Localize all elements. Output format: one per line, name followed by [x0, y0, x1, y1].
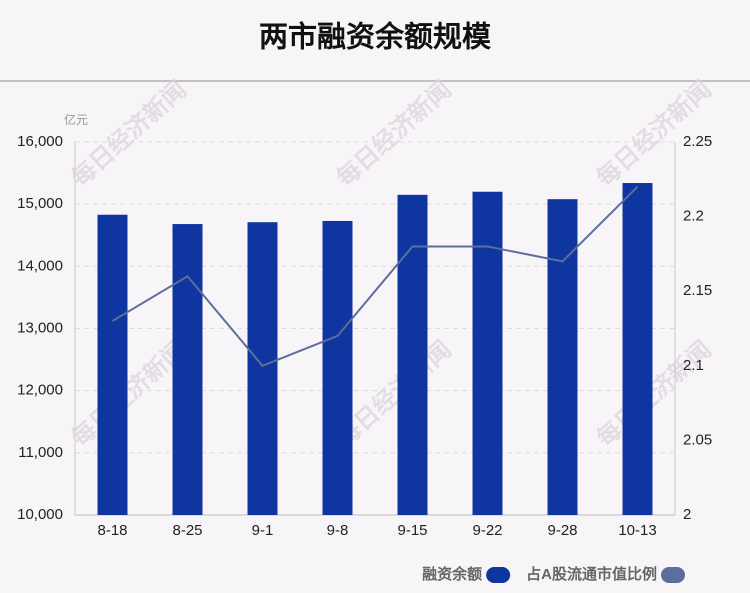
x-tick-label: 8-18: [97, 522, 127, 539]
bar: [247, 222, 278, 515]
x-tick-label: 9-8: [327, 522, 349, 539]
x-tick-label: 10-13: [618, 522, 656, 539]
bar: [97, 214, 128, 516]
y-tick-label: 16,000: [17, 133, 63, 150]
x-tick-label: 8-25: [172, 522, 202, 539]
legend-label: 占A股流通市值比例: [526, 565, 657, 583]
bar: [172, 224, 203, 515]
y2-tick-label: 2.25: [683, 133, 712, 150]
bar: [322, 220, 353, 515]
y-axis-unit: 亿元: [64, 112, 88, 127]
x-tick-label: 9-15: [397, 522, 427, 539]
y-tick-label: 10,000: [17, 506, 63, 523]
y-tick-label: 14,000: [17, 257, 63, 274]
y2-tick-label: 2: [683, 506, 691, 523]
y-tick-label: 12,000: [17, 382, 63, 399]
chart-title: 两市融资余额规模: [259, 20, 492, 54]
legend-swatch: [661, 567, 685, 583]
x-tick-label: 9-28: [547, 522, 577, 539]
y2-tick-label: 2.05: [683, 431, 712, 448]
legend-swatch: [486, 567, 511, 583]
bar: [472, 191, 503, 515]
y-tick-label: 15,000: [17, 195, 63, 212]
y2-tick-label: 2.1: [683, 357, 704, 374]
x-tick-label: 9-22: [472, 522, 502, 539]
bar: [547, 199, 578, 515]
line-series: [111, 186, 639, 367]
y2-tick-label: 2.15: [683, 282, 712, 299]
y2-tick-label: 2.2: [683, 208, 704, 225]
y-tick-label: 11,000: [18, 444, 63, 461]
bar: [622, 183, 653, 515]
x-tick-label: 9-1: [252, 522, 274, 539]
y-tick-label: 13,000: [17, 319, 63, 336]
legend-label: 融资余额: [422, 565, 482, 583]
bar: [397, 194, 428, 515]
